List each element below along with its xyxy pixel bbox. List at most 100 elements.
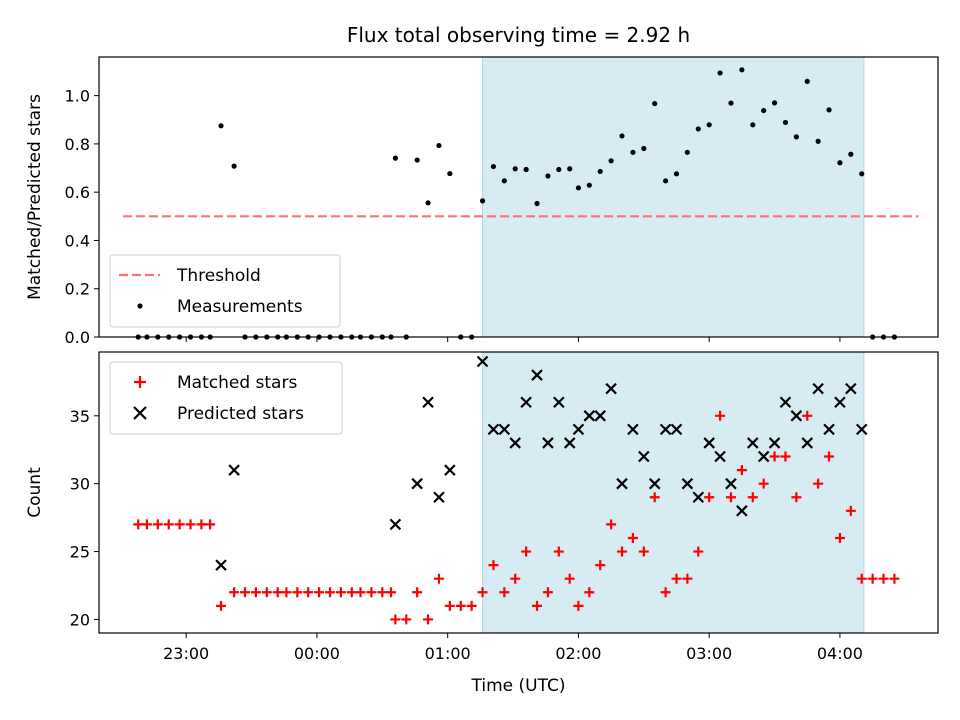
matched-point [584, 587, 595, 598]
predicted-point [659, 423, 672, 436]
measurement-point [771, 100, 778, 106]
matched-point [355, 587, 366, 598]
predicted-point [487, 423, 500, 436]
predicted-point [215, 559, 227, 571]
measurement-point [414, 157, 420, 163]
y-axis-label: Matched/Predicted stars [25, 94, 45, 300]
matched-point [704, 492, 715, 503]
y-axis-label: Count [25, 467, 45, 518]
matched-point [455, 600, 466, 611]
predicted-point [757, 450, 770, 463]
y-tick-label: 0.4 [65, 231, 90, 250]
predicted-point [823, 423, 835, 436]
measurement-point [597, 168, 603, 175]
matched-point [532, 600, 543, 611]
measurement-point [490, 163, 497, 170]
matched-point [542, 587, 553, 598]
chart-title: Flux total observing time = 2.92 h [347, 23, 690, 47]
measurement-point [641, 145, 647, 152]
matched-point [366, 587, 377, 598]
predicted-point [444, 464, 456, 476]
matched-point [780, 451, 791, 462]
predicted-point [605, 382, 617, 395]
measurement-point [826, 107, 832, 113]
matched-point [802, 410, 813, 421]
matched-point [444, 600, 455, 611]
predicted-point [845, 382, 857, 395]
predicted-point [736, 505, 748, 517]
matched-point [725, 492, 736, 503]
matched-point [660, 587, 671, 598]
measurement-point [479, 198, 486, 204]
legend-box [109, 361, 343, 435]
matched-point [878, 573, 889, 584]
matched-point [314, 587, 325, 598]
measurement-point [739, 67, 745, 73]
matched-point [141, 519, 152, 530]
matched-point [185, 519, 196, 530]
predicted-point [389, 518, 402, 531]
measurement-point [782, 119, 789, 126]
legend-dot-swatch [137, 303, 143, 309]
predicted-point [768, 437, 781, 449]
matched-point [335, 587, 346, 598]
matched-point [324, 587, 335, 598]
matched-point [845, 505, 856, 516]
matched-point [682, 573, 693, 584]
matched-point [791, 492, 802, 503]
matched-point [423, 614, 434, 625]
matched-point [834, 532, 845, 543]
legend: Matched stars Predicted stars [109, 361, 343, 435]
matched-point [564, 573, 575, 584]
panel-count: 20 25 30 35 23:00 00:00 01:00 02:00 03:00 04:00 Co… [25, 351, 939, 663]
matched-point [196, 519, 207, 530]
matched-point [229, 587, 240, 598]
measurement-point [662, 178, 669, 184]
predicted-point [790, 410, 803, 422]
legend: Threshold Measurements [109, 254, 341, 328]
predicted-point [681, 477, 694, 490]
matched-point [488, 560, 499, 571]
y-tick-label: 25 [70, 543, 90, 562]
predicted-point [476, 355, 489, 368]
x-tick-label: 23:00 [163, 644, 209, 663]
predicted-point [433, 491, 445, 504]
predicted-point [725, 477, 737, 490]
x-tick-label: 01:00 [425, 644, 471, 663]
matched-point [292, 587, 303, 598]
matched-point [477, 587, 488, 598]
matched-point [573, 600, 584, 611]
y-tick-label: 1.0 [65, 87, 90, 106]
predicted-point [520, 396, 532, 409]
measurement-point [815, 138, 821, 144]
x-tick-label: 04:00 [817, 644, 863, 663]
legend-plus-swatch [134, 376, 146, 388]
matched-point [377, 587, 388, 598]
matched-point [390, 614, 401, 625]
y-tick-label: 0.0 [65, 328, 90, 347]
matched-point [205, 519, 216, 530]
y-tick-label: 35 [70, 407, 90, 426]
predicted-point [583, 410, 596, 422]
matched-point [671, 573, 682, 584]
measurement-point [218, 123, 224, 129]
measurement-point [848, 151, 854, 157]
matched-point [867, 573, 878, 584]
measurement-point [523, 166, 529, 173]
measurement-point [567, 166, 573, 172]
predicted-point [703, 437, 715, 449]
predicted-point [553, 396, 565, 409]
measurement-point [837, 160, 843, 166]
measurement-point [652, 100, 658, 107]
predicted-point [563, 437, 576, 449]
matched-point [152, 519, 163, 530]
matched-point [386, 587, 397, 598]
matched-point [216, 600, 227, 611]
measurement-point [436, 142, 442, 149]
predicted-point [801, 437, 814, 449]
measurement-point [793, 134, 799, 140]
matched-point [521, 546, 532, 557]
legend-label: Threshold [176, 266, 261, 286]
predicted-point [746, 437, 759, 449]
